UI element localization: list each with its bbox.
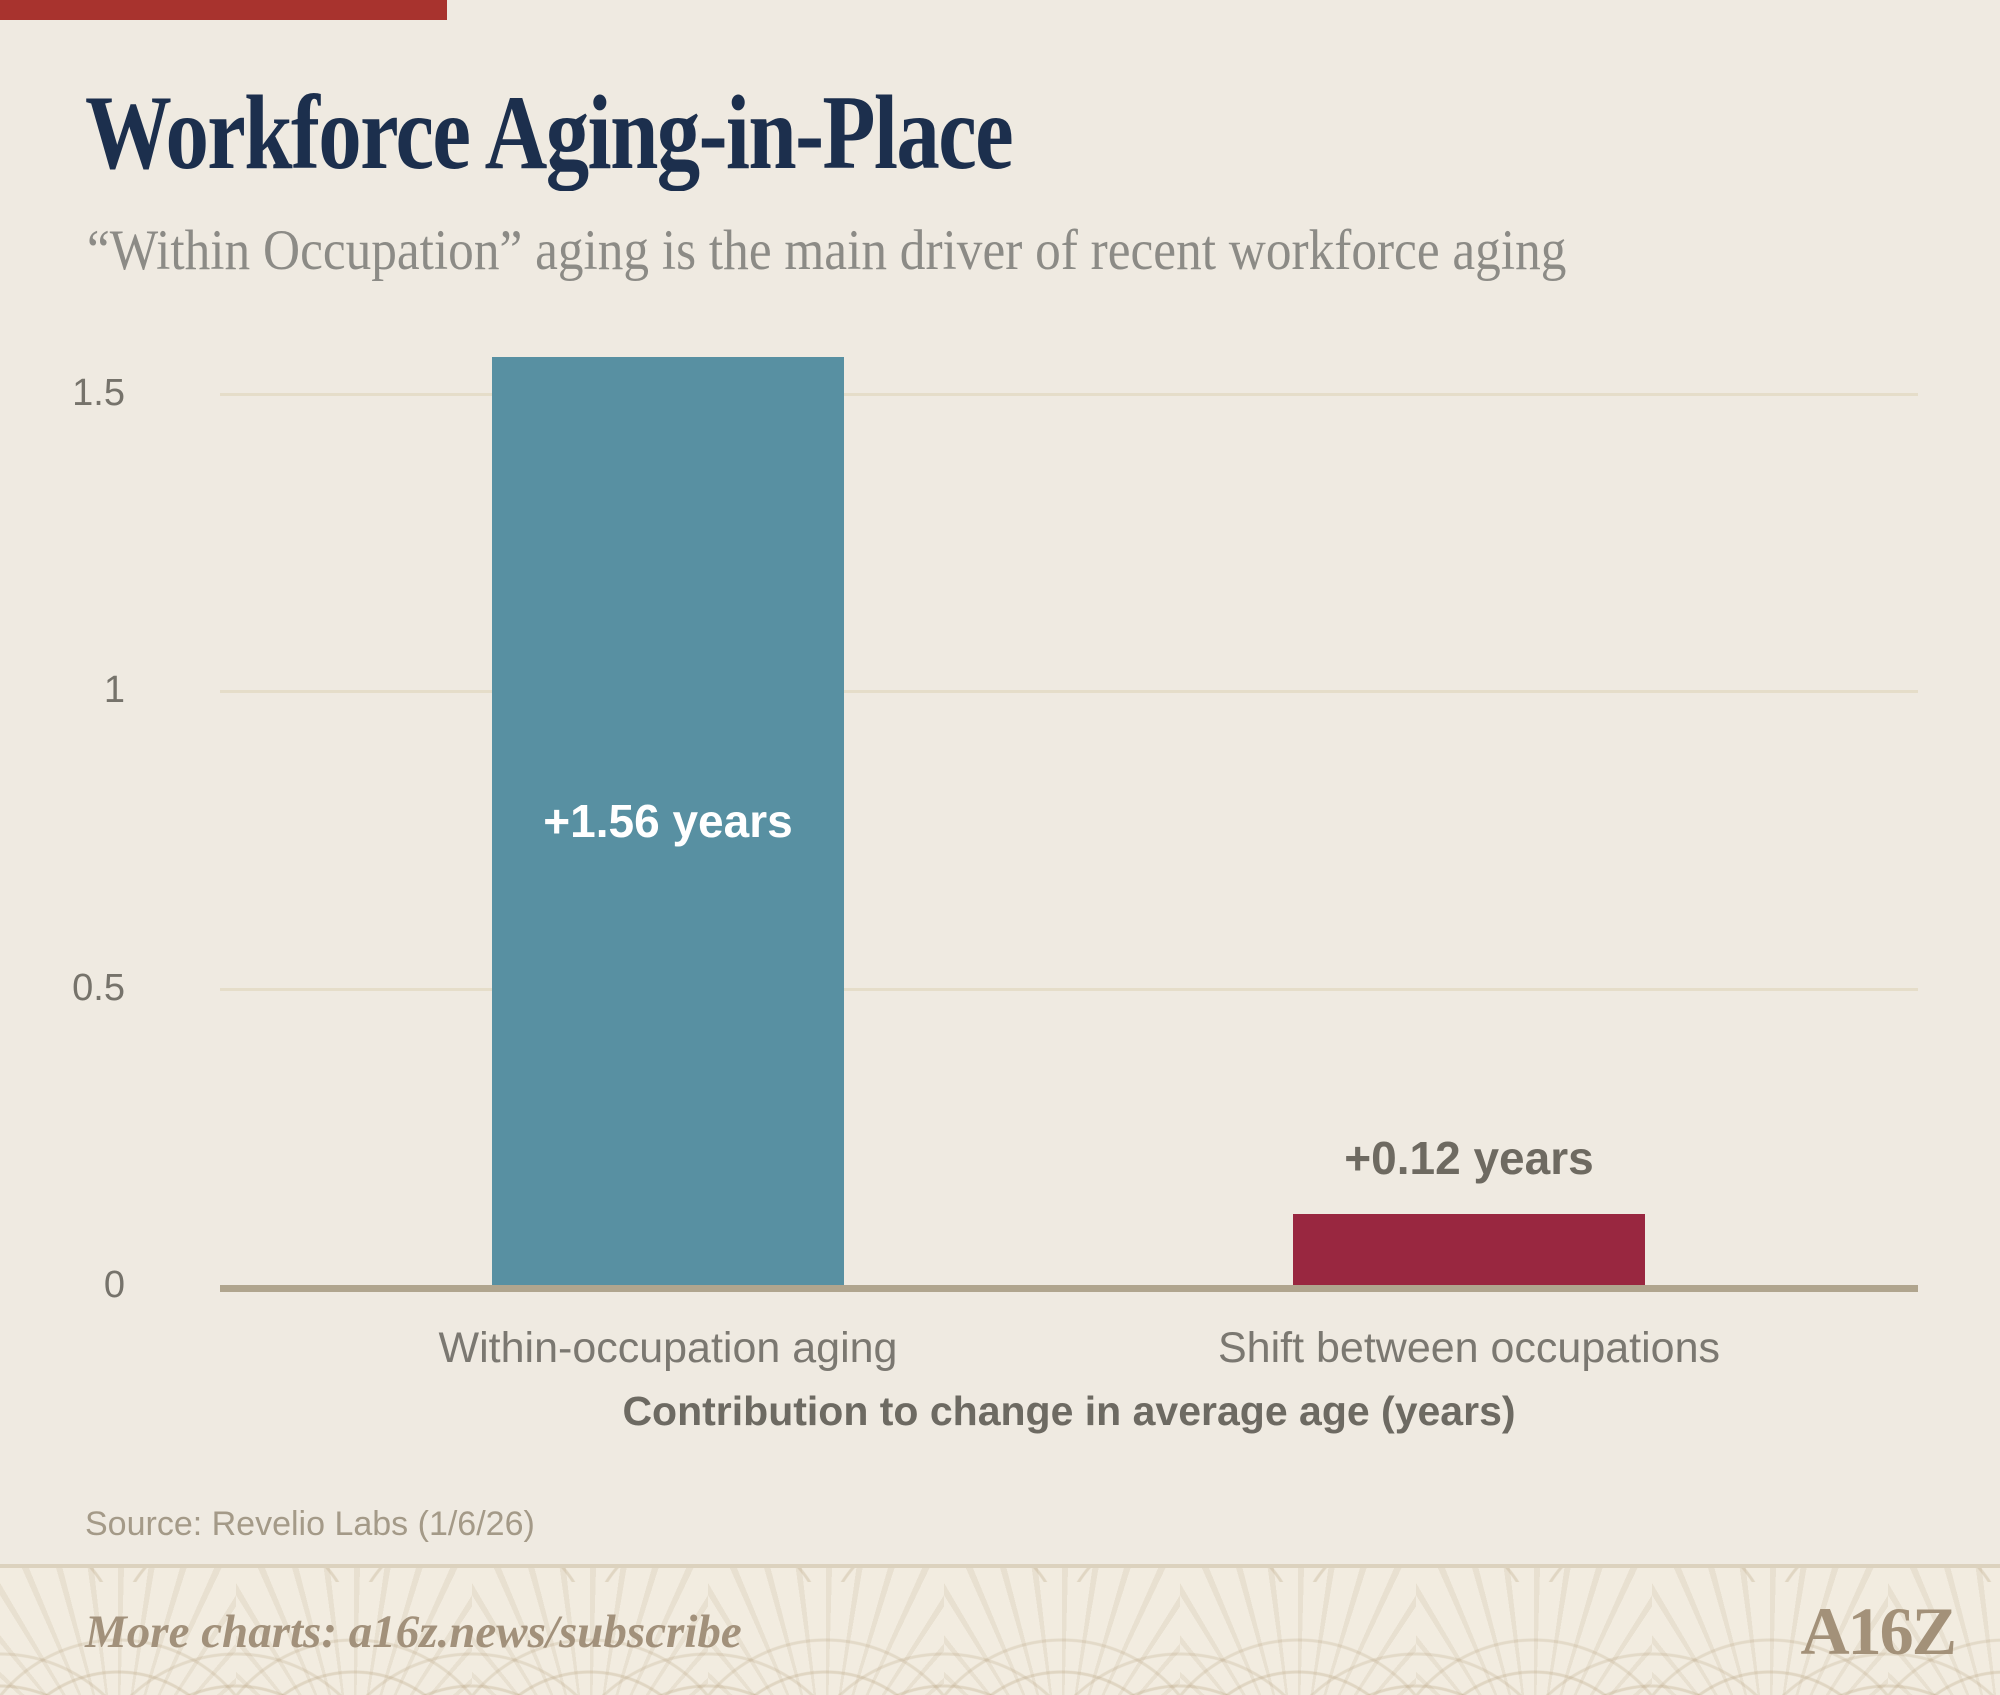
bar-within-occupation [492,357,844,1285]
category-label: Within-occupation aging [438,1324,898,1372]
a16z-logo: A16Z [1800,1593,1957,1669]
y-tick-label: 1 [103,669,125,711]
page-subtitle: “Within Occupation” aging is the main dr… [87,219,1567,282]
footer-divider [0,1564,2000,1568]
gridline [220,392,1918,396]
y-tick-label: 0 [103,1264,125,1306]
gridline [220,690,1918,693]
footer-band: More charts: a16z.news/subscribe A16Z [0,1568,2000,1695]
y-tick-label: 1.5 [72,371,125,414]
bar-shift-between [1293,1214,1645,1285]
x-axis-line [220,1285,1918,1292]
y-tick-label: 0.5 [72,966,125,1009]
x-axis-caption: Contribution to change in average age (y… [622,1388,1516,1434]
category-label: Shift between occupations [1218,1324,1720,1372]
footer-subscribe-text: More charts: a16z.news/subscribe [85,1605,742,1658]
top-accent-bar [0,0,447,20]
gridline [220,987,1918,991]
bar-value-label: +1.56 years [543,795,793,847]
source-note: Source: Revelio Labs (1/6/26) [85,1505,535,1543]
page-title: Workforce Aging-in-Place [85,74,1014,191]
bar-value-label: +0.12 years [1344,1132,1594,1184]
